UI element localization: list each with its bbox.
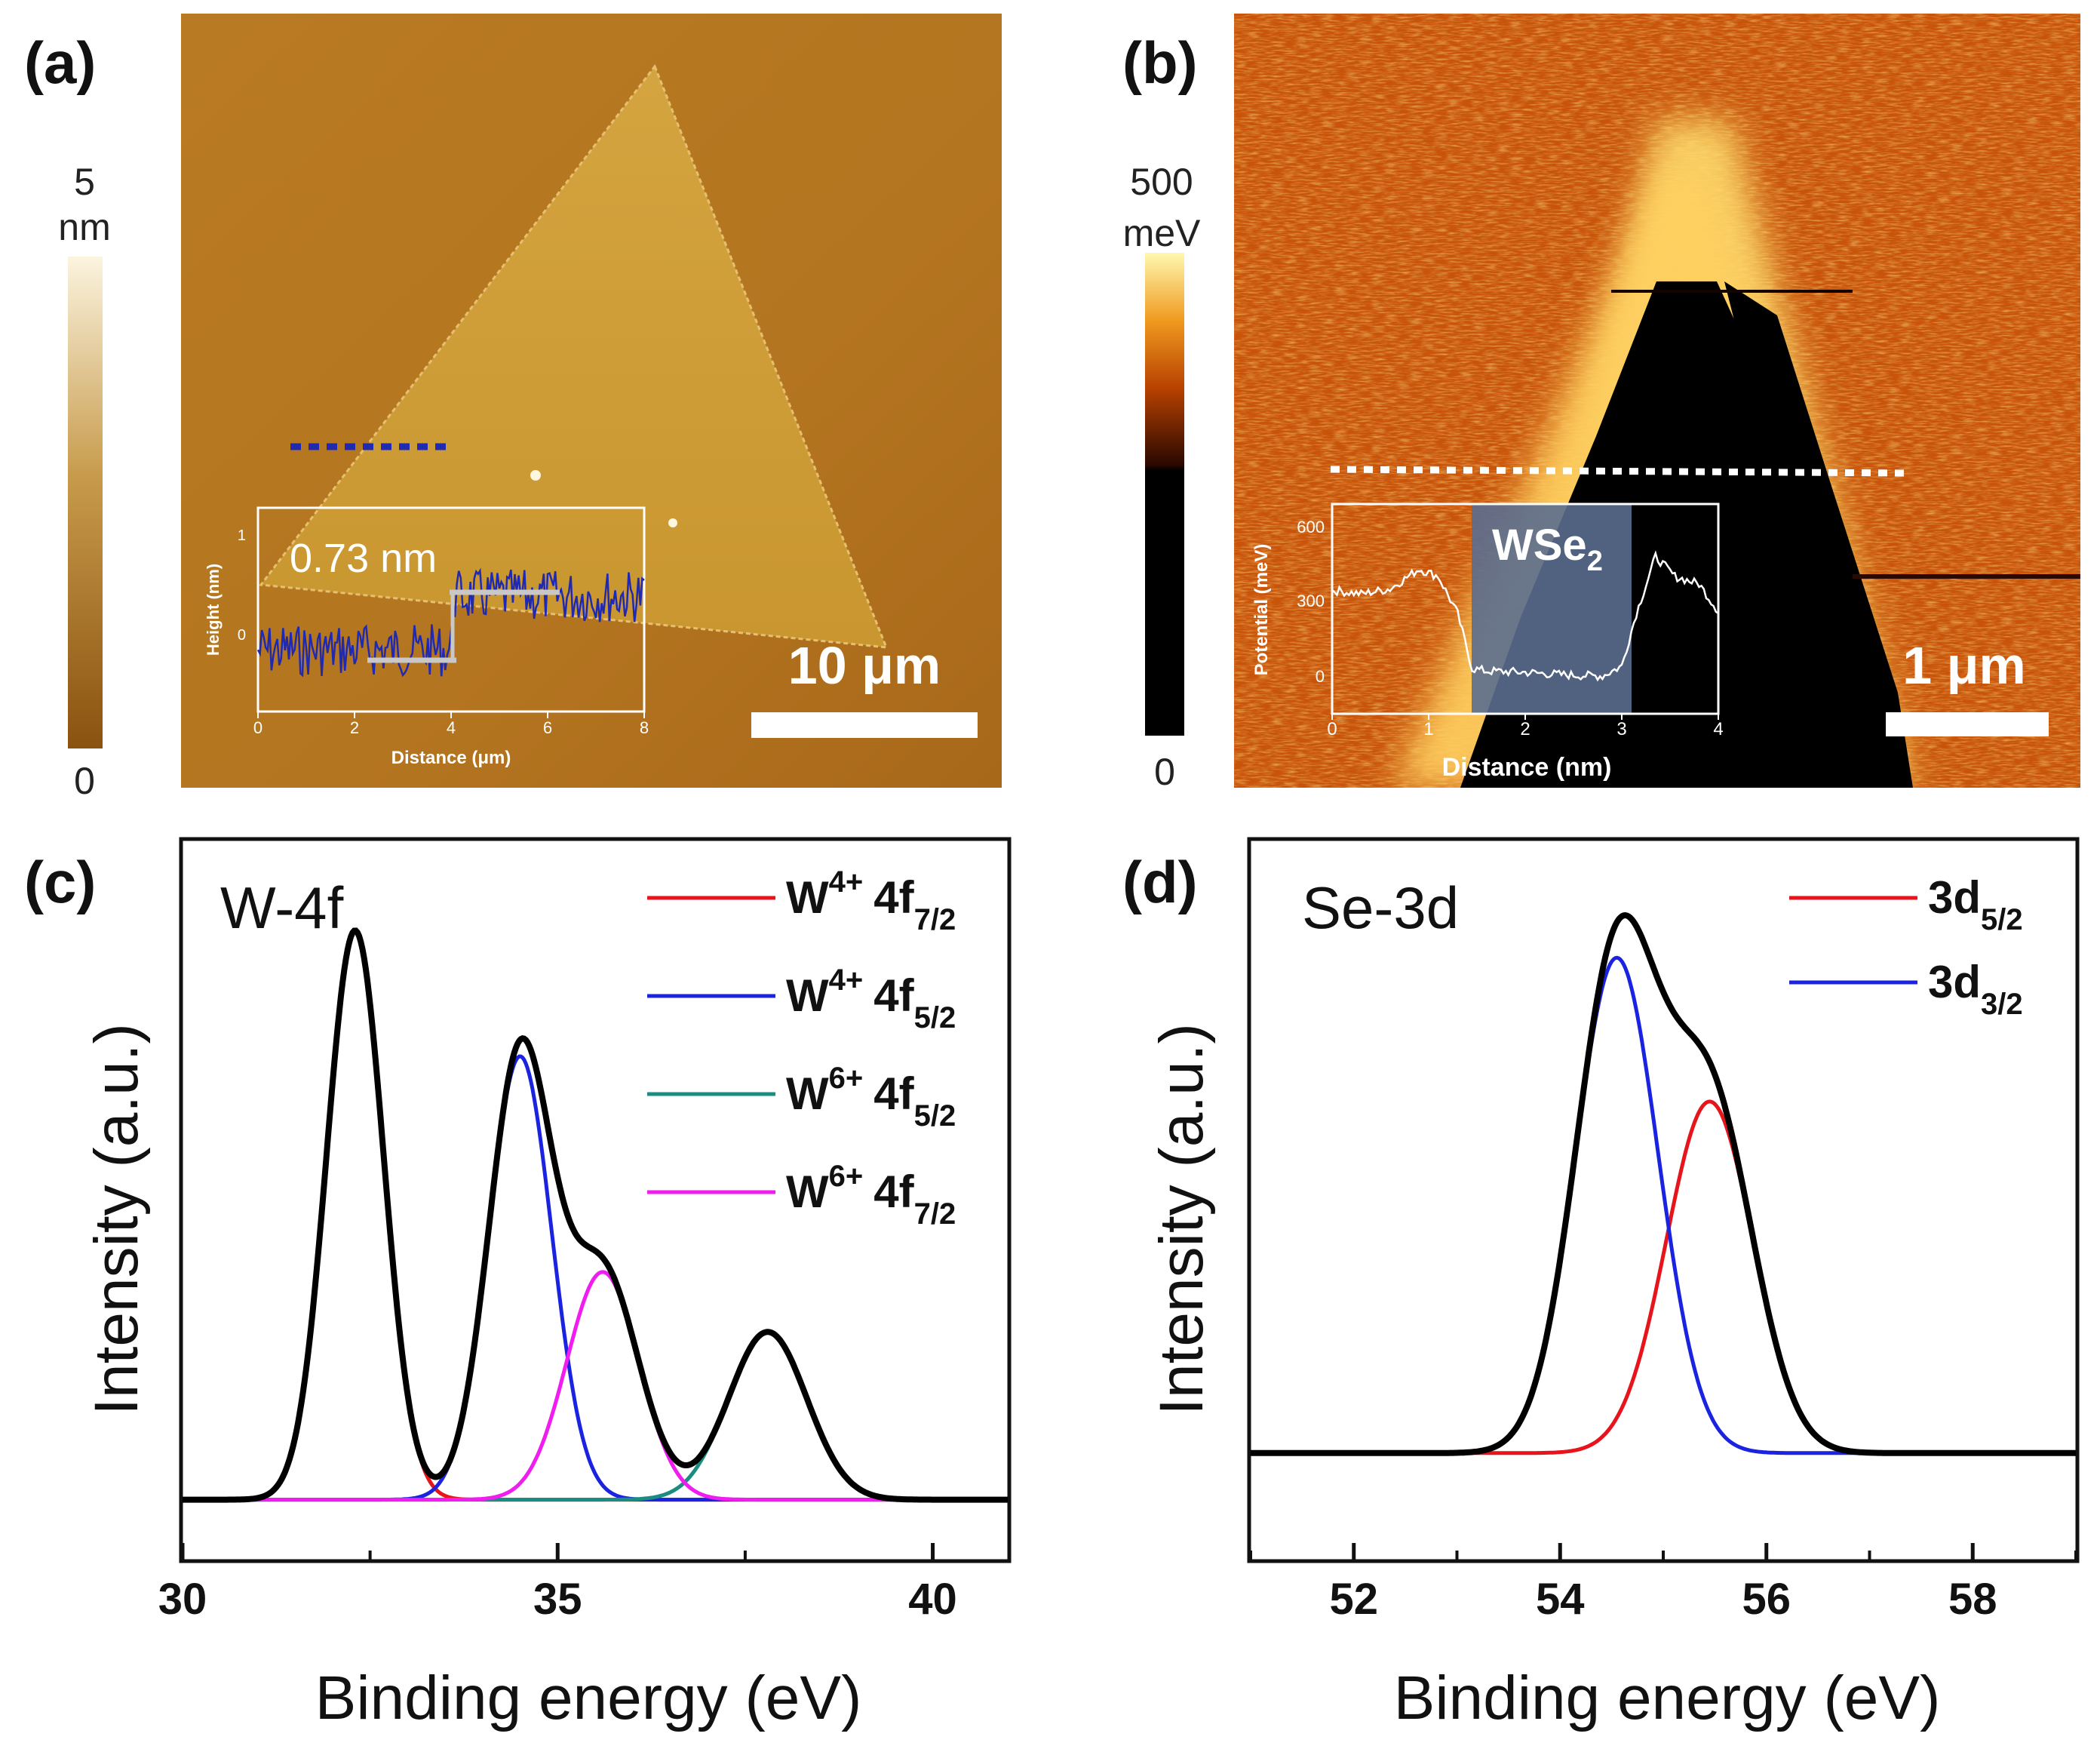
potential-profile-trace — [1331, 550, 1719, 682]
panel-c: (c) Intensity (a.u.) W-4f W4+ 4f7/2 W4+ 4f5… — [24, 837, 1012, 1732]
inset-a-x-tick-label: 8 — [640, 718, 649, 737]
chart-d-legend: 3d5/2 3d3/2 — [1789, 872, 2023, 1021]
inset-b-ytick: 600 — [1297, 518, 1325, 536]
scale-bar-a-label: 10 μm — [788, 636, 941, 695]
chart-c-xticks: 30 35 40 — [158, 1543, 957, 1624]
chart-c-envelope-line — [183, 927, 1008, 1503]
chart-d-series-1-line — [1251, 955, 2076, 1455]
chart-d-legend-label: 3d3/2 — [1928, 957, 2023, 1021]
chart-d-plot — [1251, 911, 2076, 1456]
chart-c-ylabel: Intensity (a.u.) — [82, 1023, 151, 1415]
chart-c-xlabel: Binding energy (eV) — [315, 1664, 862, 1732]
inset-a-ytick: 1 — [238, 527, 246, 544]
chart-c-legend-label: W6+ 4f7/2 — [786, 1160, 956, 1231]
inset-a-x-tick-label: 4 — [447, 718, 456, 737]
panel-b-colorbar-min: 0 — [1154, 751, 1175, 793]
inset-b-x-tick-label: 0 — [1327, 719, 1337, 739]
inset-b-ytick: 0 — [1316, 667, 1325, 686]
panel-a-label: (a) — [24, 29, 96, 96]
inset-b-x-tick-label: 2 — [1520, 719, 1530, 739]
chart-d-series-0-line — [1251, 1099, 2076, 1455]
panel-c-label: (c) — [24, 849, 96, 915]
chart-d-title: Se-3d — [1302, 874, 1459, 941]
scale-bar-a — [751, 712, 978, 738]
panel-a: (a) 5 nm 0 0.73 nm 1 0 Height (nm) 0 2 4 6 8… — [24, 14, 1002, 802]
panel-b-colorbar-max: 500 — [1130, 161, 1193, 203]
inset-a-x-tick-label: 2 — [350, 718, 359, 737]
panel-d: (d) Intensity (a.u.) Se-3d 3d5/2 3d3/2 52… — [1122, 837, 2080, 1732]
wse2-region-label: WSe2 — [1492, 521, 1603, 577]
step-height-label: 0.73 nm — [290, 536, 437, 581]
chart-d-legend-label: 3d5/2 — [1928, 872, 2023, 936]
wse2-region-highlight — [1472, 504, 1632, 714]
afm-particle — [668, 518, 677, 527]
inset-b-xlabel: Distance (nm) — [1442, 753, 1612, 782]
scale-bar-b-label: 1 μm — [1902, 636, 2025, 695]
afm-particle — [530, 470, 541, 481]
chart-d-xtick-label: 56 — [1742, 1575, 1791, 1624]
panel-d-label: (d) — [1122, 849, 1198, 915]
chart-c-xtick-label: 40 — [908, 1575, 957, 1624]
chart-d-xtick-label: 52 — [1329, 1575, 1378, 1624]
chart-c-series-3-line — [183, 1270, 1008, 1502]
panel-b: (b) 500 meV 0 WSe2 600 300 0 Potential (… — [1122, 14, 2080, 793]
chart-d-xticks: 52 54 56 58 — [1249, 1543, 2077, 1624]
chart-c-xtick-label: 30 — [158, 1575, 207, 1624]
panel-a-colorbar-min: 0 — [74, 760, 95, 802]
inset-b-ylabel: Potential (meV) — [1251, 544, 1272, 676]
chart-d-ylabel: Intensity (a.u.) — [1147, 1023, 1216, 1415]
potential-profile-line — [1330, 466, 1909, 477]
chart-c-legend-label: W6+ 4f5/2 — [786, 1062, 956, 1133]
chart-c-legend-label: W4+ 4f7/2 — [786, 865, 956, 936]
height-profile-inset — [256, 506, 646, 713]
inset-b-x-tick-label: 3 — [1616, 719, 1626, 739]
chart-c-frame — [179, 837, 1012, 1563]
chart-d-envelope-line — [1251, 911, 2076, 1456]
chart-d-xtick-label: 54 — [1536, 1575, 1585, 1624]
inset-a-xticks: 0 2 4 6 8 — [253, 712, 649, 737]
chart-d-frame — [1247, 837, 2080, 1563]
chart-c-legend: W4+ 4f7/2 W4+ 4f5/2 W6+ 4f5/2 W6+ 4f7/2 — [647, 865, 956, 1231]
chart-c-legend-label: W4+ 4f5/2 — [786, 964, 956, 1034]
inset-a-x-tick-label: 0 — [253, 718, 262, 737]
chart-c-plot — [183, 927, 1008, 1503]
inset-a-xlabel: Distance (μm) — [391, 748, 511, 768]
chart-d-xlabel: Binding energy (eV) — [1394, 1664, 1941, 1732]
inset-b-ytick: 300 — [1297, 592, 1325, 610]
inset-a-x-tick-label: 6 — [543, 718, 552, 737]
panel-a-colorbar — [68, 257, 103, 748]
chart-c-title: W-4f — [220, 874, 344, 941]
inset-a-ylabel: Height (nm) — [204, 564, 223, 656]
inset-b-x-tick-label: 4 — [1713, 719, 1723, 739]
inset-b-xticks: 0 1 2 3 4 — [1327, 714, 1724, 739]
panel-b-colorbar-unit: meV — [1123, 212, 1201, 254]
inset-a-ytick: 0 — [238, 627, 246, 644]
inset-b-x-tick-label: 1 — [1423, 719, 1433, 739]
panel-a-colorbar-unit: nm — [58, 206, 110, 248]
panel-a-colorbar-max: 5 — [74, 161, 95, 203]
chart-d-xtick-label: 58 — [1948, 1575, 1997, 1624]
scale-bar-b — [1886, 712, 2049, 736]
panel-b-colorbar — [1145, 253, 1184, 736]
panel-b-label: (b) — [1122, 29, 1198, 96]
chart-c-xtick-label: 35 — [533, 1575, 582, 1624]
